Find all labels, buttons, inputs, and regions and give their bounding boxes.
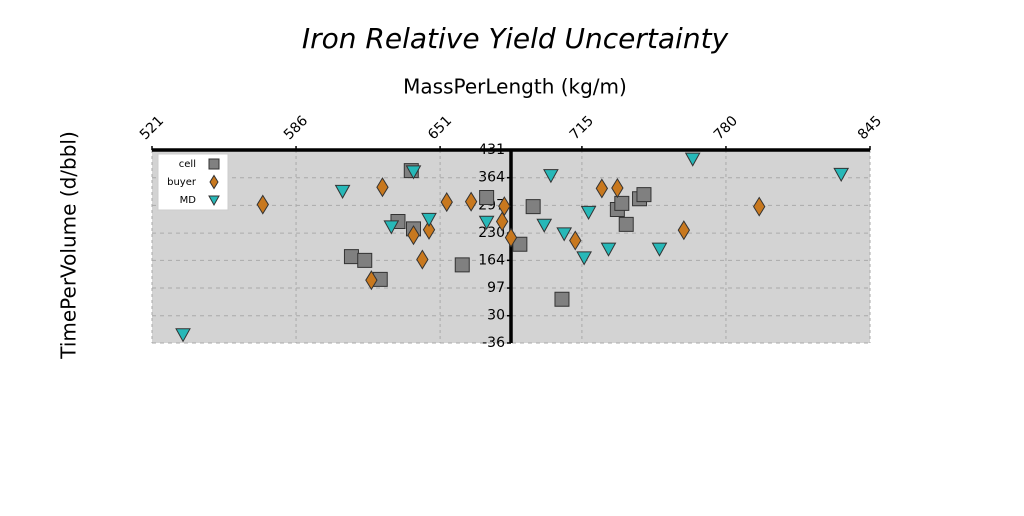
point <box>422 219 436 240</box>
y-axis-label: TimePerVolume (d/bbl) <box>57 131 81 360</box>
x-tick-label: 780 <box>711 113 741 143</box>
point <box>334 184 351 199</box>
point <box>464 191 478 212</box>
point <box>343 249 359 265</box>
chart-title: Iron Relative Yield Uncertainty <box>302 22 729 55</box>
point <box>512 236 528 252</box>
point <box>440 192 453 213</box>
y-tick-label: 97 <box>487 280 505 296</box>
point <box>383 220 400 235</box>
point <box>365 270 378 291</box>
point <box>618 216 634 232</box>
point <box>684 152 701 167</box>
y-tick-label: 364 <box>478 170 505 186</box>
x-axis-label: MassPerLength (kg/m) <box>403 75 627 99</box>
point <box>543 169 559 184</box>
legend-label: cell <box>179 159 196 170</box>
point <box>833 167 850 182</box>
legend-marker <box>209 174 219 190</box>
point <box>478 215 495 230</box>
point <box>576 251 592 266</box>
point <box>357 252 373 268</box>
point <box>525 199 541 215</box>
y-tick-label: 230 <box>478 225 505 241</box>
point <box>504 227 518 248</box>
legend-label: MD <box>180 195 197 206</box>
legend-marker <box>208 195 220 207</box>
point <box>611 177 624 199</box>
point <box>376 177 389 198</box>
point <box>421 212 437 228</box>
point <box>536 218 553 233</box>
y-tick-label: -36 <box>482 335 505 351</box>
point <box>580 205 597 221</box>
point <box>175 328 191 343</box>
point <box>614 195 630 211</box>
point <box>256 194 269 215</box>
x-tick-label: 651 <box>425 113 455 143</box>
legend-marker <box>208 158 220 170</box>
legend-label: buyer <box>167 177 197 188</box>
y-tick-label: 30 <box>487 308 505 324</box>
x-tick-label: 521 <box>137 113 167 143</box>
point <box>407 225 420 246</box>
point <box>554 291 570 307</box>
point <box>405 165 422 180</box>
point <box>651 242 668 257</box>
point <box>600 242 617 257</box>
point <box>454 257 470 273</box>
y-tick-label: 164 <box>478 252 505 268</box>
point <box>753 196 766 217</box>
point <box>677 220 691 241</box>
point <box>569 230 582 251</box>
point <box>636 187 652 203</box>
point <box>479 190 495 206</box>
point <box>416 249 429 270</box>
point <box>595 178 609 199</box>
point <box>556 227 573 242</box>
x-tick-label: 586 <box>281 113 311 143</box>
x-tick-label: 845 <box>855 113 885 143</box>
point <box>495 211 509 232</box>
x-tick-label: 715 <box>567 113 597 143</box>
